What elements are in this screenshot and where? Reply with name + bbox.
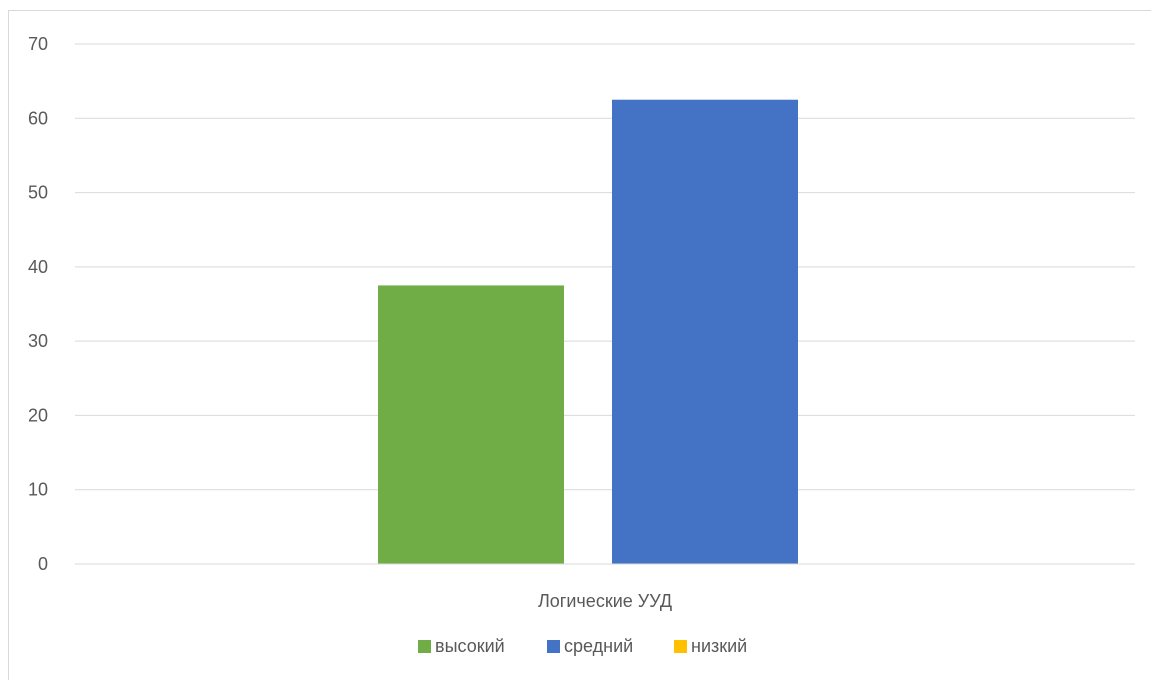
y-tick-label: 50 (28, 183, 48, 203)
y-tick-label: 40 (28, 257, 48, 277)
legend-label-высокий: высокий (435, 636, 505, 656)
y-axis-ticks: 0 10 20 30 40 50 60 70 (28, 34, 48, 574)
y-tick-label: 30 (28, 331, 48, 351)
legend: высокий средний низкий (418, 636, 747, 656)
legend-swatch-высокий (418, 640, 431, 653)
legend-swatch-низкий (674, 640, 687, 653)
y-tick-label: 0 (38, 554, 48, 574)
y-tick-label: 70 (28, 34, 48, 54)
legend-label-средний: средний (564, 636, 633, 656)
y-tick-label: 20 (28, 405, 48, 425)
chart-frame (8, 10, 1151, 680)
bar-средний (612, 99, 798, 564)
x-category-label: Логические УУД (538, 591, 672, 611)
y-tick-label: 10 (28, 480, 48, 500)
bars (378, 99, 798, 564)
legend-label-низкий: низкий (691, 636, 747, 656)
x-axis: Логические УУД (75, 563, 1135, 611)
gridlines (75, 43, 1135, 491)
y-tick-label: 60 (28, 108, 48, 128)
legend-swatch-средний (547, 640, 560, 653)
bar-высокий (378, 285, 564, 564)
